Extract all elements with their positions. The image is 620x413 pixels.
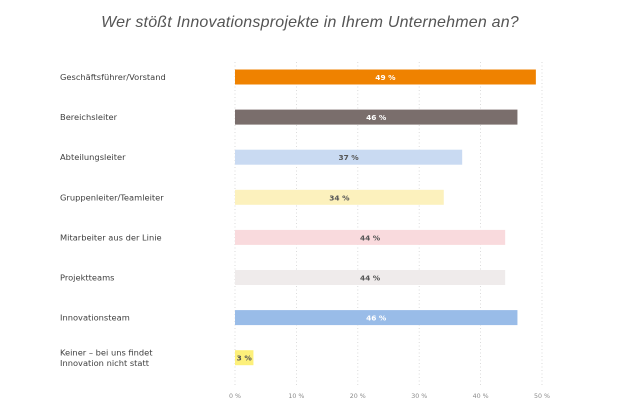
bar-value-label: 44 % (360, 274, 381, 283)
category-label-line: Bereichsleiter (60, 112, 118, 122)
x-tick-label: 10 % (288, 393, 304, 400)
category-label: Bereichsleiter (60, 112, 118, 122)
bar (235, 229, 506, 245)
category-label-line: Abteilungsleiter (60, 152, 126, 162)
category-label-line: Keiner – bei uns findet (60, 347, 153, 357)
bar-value-label: 46 % (366, 314, 387, 323)
bar-value-label: 3 % (237, 354, 253, 363)
bar (235, 350, 254, 366)
bar (235, 310, 518, 326)
category-label: Keiner – bei uns findet Innovation nicht … (60, 347, 153, 368)
bar (235, 189, 444, 205)
x-tick-label: 0 % (229, 393, 241, 400)
bar (235, 270, 506, 285)
bar (235, 109, 518, 125)
x-tick-label: 40 % (473, 393, 489, 400)
x-tick-label: 50 % (534, 393, 550, 400)
category-label: Geschäftsführer/Vorstand (60, 72, 166, 82)
bar-value-label: 49 % (375, 73, 396, 82)
category-label-line: Innovation nicht statt (60, 358, 150, 368)
x-tick-label: 20 % (350, 393, 366, 400)
category-label: Innovationsteam (60, 313, 130, 323)
category-label-line: Mitarbeiter aus der Linie (60, 232, 162, 242)
bar-value-label: 34 % (329, 193, 350, 202)
bar (235, 69, 536, 85)
category-label-line: Projektteams (60, 273, 114, 283)
category-label: Mitarbeiter aus der Linie (60, 232, 162, 242)
bar-value-label: 44 % (360, 233, 381, 242)
x-tick-label: 30 % (411, 393, 427, 400)
category-label: Abteilungsleiter (60, 152, 126, 162)
chart-title: Wer stößt Innovationsprojekte in Ihrem U… (101, 14, 519, 31)
bar-value-label: 37 % (338, 153, 359, 162)
category-label-line: Innovationsteam (60, 313, 130, 323)
bar (235, 149, 463, 165)
category-label: Projektteams (60, 273, 114, 283)
category-label-line: Gruppenleiter/Teamleiter (60, 192, 164, 202)
bar-value-label: 46 % (366, 113, 387, 122)
category-label-line: Geschäftsführer/Vorstand (60, 72, 166, 82)
category-label: Gruppenleiter/Teamleiter (60, 192, 164, 202)
